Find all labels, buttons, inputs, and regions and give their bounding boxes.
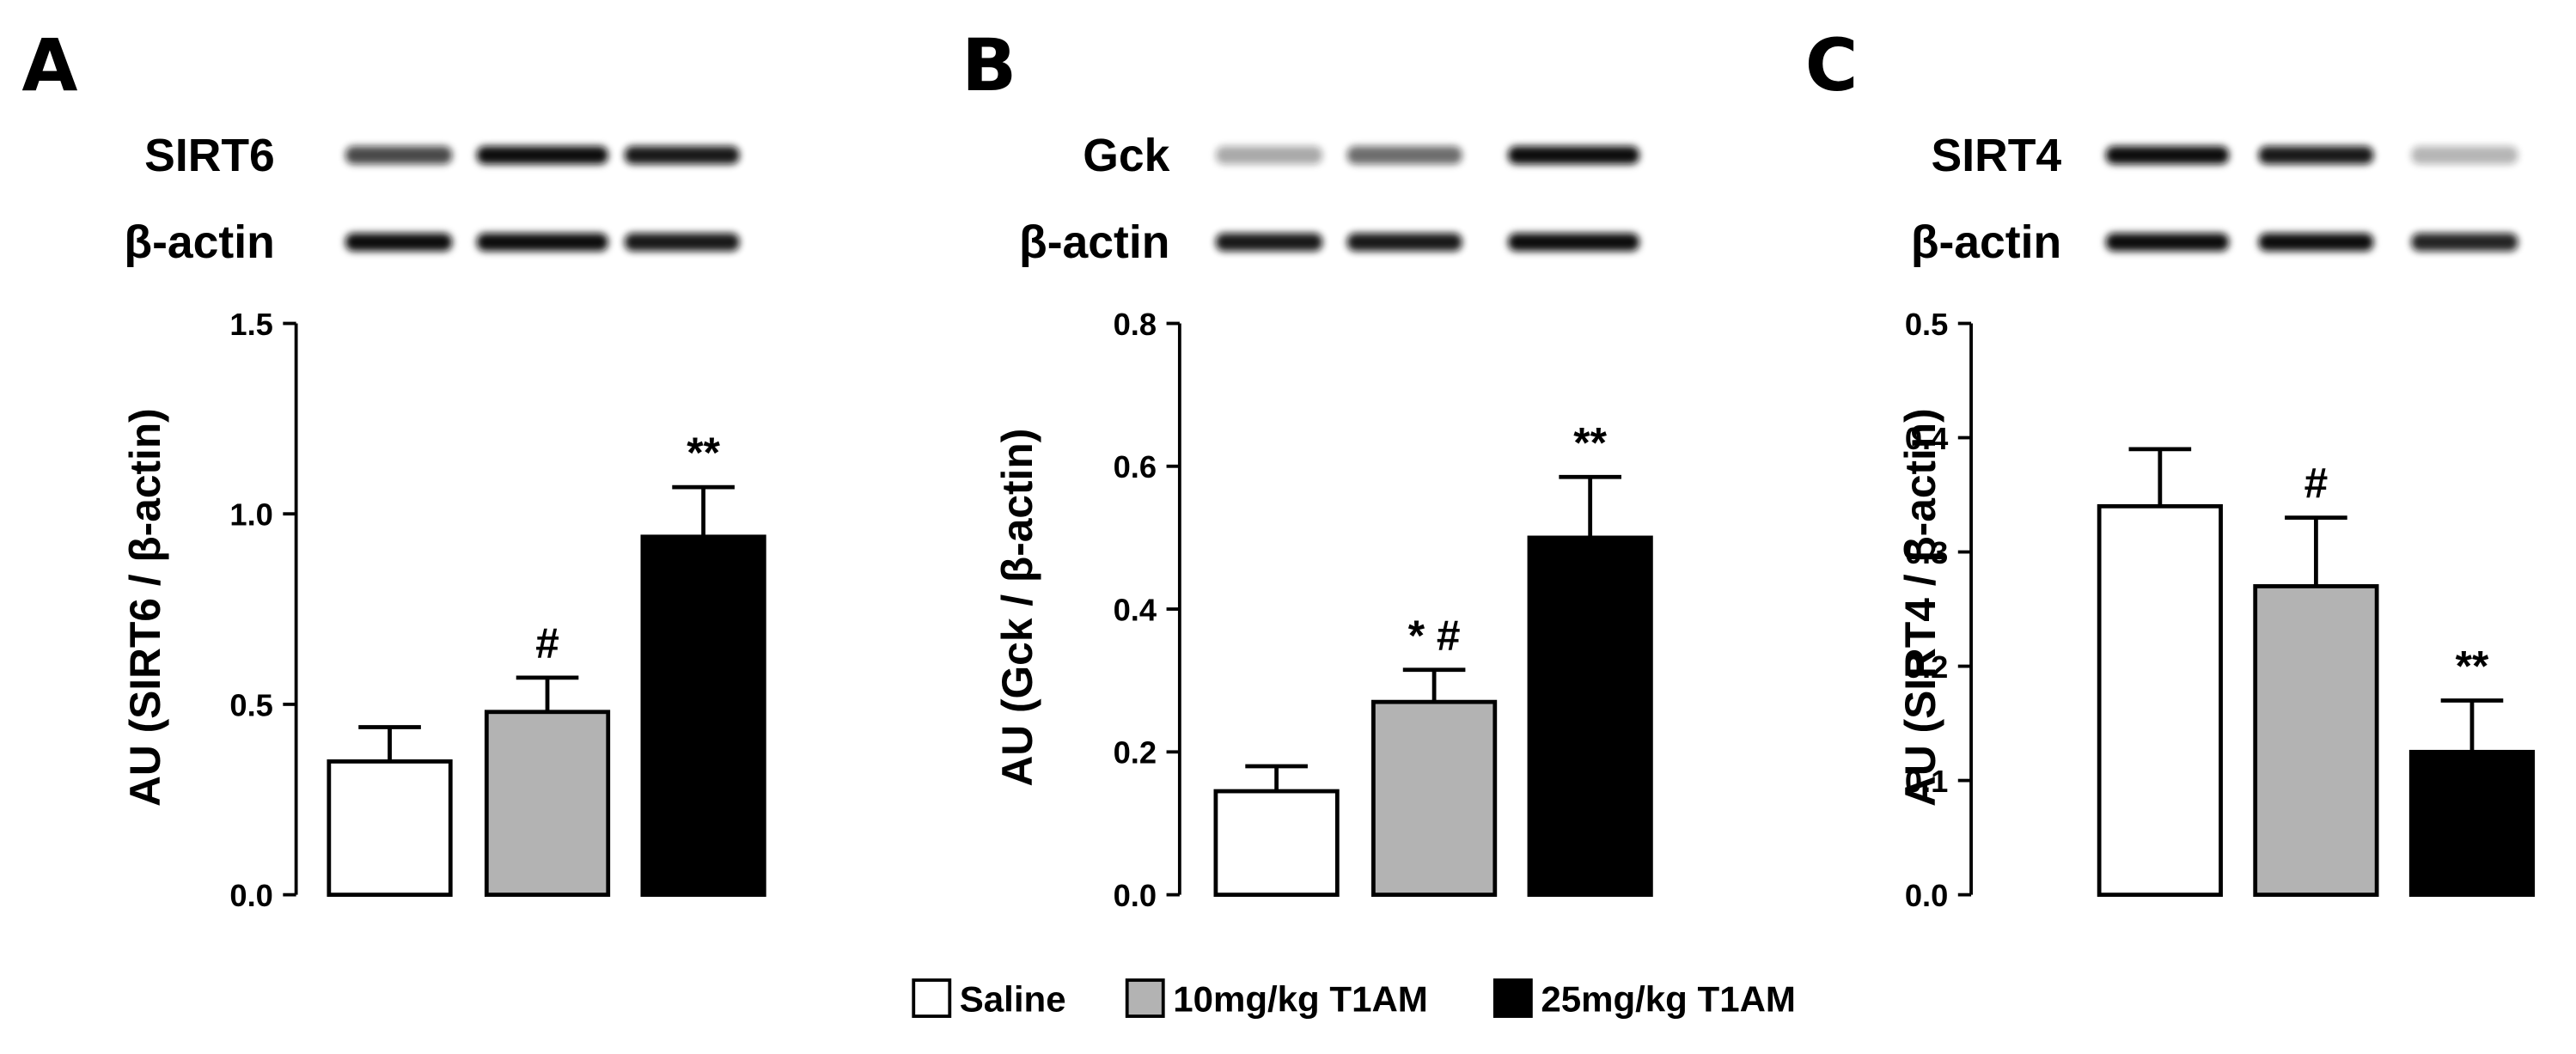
y-tick-label: 1.0 bbox=[229, 497, 272, 533]
blot-band bbox=[2105, 146, 2230, 165]
significance: # bbox=[2304, 460, 2329, 508]
bar bbox=[2097, 503, 2223, 898]
blot-label: Gck bbox=[1083, 131, 1169, 181]
y-tick-label: 0.1 bbox=[1905, 764, 1948, 799]
significance: ** bbox=[1573, 418, 1607, 466]
blot-band bbox=[624, 233, 740, 252]
blot-band bbox=[2258, 233, 2374, 252]
legend-label: 10mg/kg T1AM bbox=[1173, 978, 1428, 1019]
blot-band bbox=[1215, 146, 1323, 165]
y-tick-label: 1.5 bbox=[229, 307, 272, 342]
blot-band bbox=[624, 146, 740, 165]
blot-label: β-actin bbox=[1911, 217, 2061, 268]
blot-band bbox=[1346, 146, 1462, 165]
bar bbox=[1213, 789, 1340, 898]
bar bbox=[327, 759, 453, 898]
y-axis-label: AU (Gck / β-actin) bbox=[993, 429, 1041, 787]
legend-swatch bbox=[912, 978, 952, 1018]
legend-swatch bbox=[1492, 978, 1533, 1018]
blot-band bbox=[1508, 233, 1639, 252]
blot-band bbox=[476, 233, 608, 252]
blot-band bbox=[476, 146, 608, 165]
blot-label: SIRT4 bbox=[1932, 131, 2062, 181]
y-tick-label: 0.5 bbox=[1905, 307, 1948, 342]
significance: * # bbox=[1408, 612, 1461, 660]
significance: ** bbox=[687, 429, 720, 477]
blot-label: β-actin bbox=[1019, 217, 1169, 268]
y-tick-label: 0.5 bbox=[229, 687, 272, 722]
y-axis-label: AU (SIRT6 / β-actin) bbox=[121, 408, 169, 807]
blot-band bbox=[345, 146, 453, 165]
y-tick-label: 0.4 bbox=[1114, 592, 1157, 627]
y-tick-label: 0.0 bbox=[229, 878, 272, 913]
blot-label: SIRT6 bbox=[144, 131, 275, 181]
blot-band bbox=[2411, 233, 2518, 252]
legend-swatch bbox=[1125, 978, 1165, 1018]
bar bbox=[640, 534, 766, 898]
y-tick-label: 0.2 bbox=[1114, 735, 1157, 771]
y-tick-label: 0.2 bbox=[1905, 649, 1948, 685]
blot-label: β-actin bbox=[124, 217, 274, 268]
bar bbox=[2408, 749, 2536, 898]
panel-letter: B bbox=[961, 23, 1016, 107]
blot-band bbox=[1508, 146, 1639, 165]
y-tick-label: 0.0 bbox=[1905, 878, 1948, 913]
significance: ** bbox=[2456, 643, 2489, 691]
y-axis-label: AU (SIRT4 / β-actin) bbox=[1896, 408, 1944, 807]
y-tick-label: 0.4 bbox=[1905, 421, 1948, 456]
significance: # bbox=[535, 619, 559, 667]
blot-band bbox=[345, 233, 453, 252]
blot-band bbox=[2411, 146, 2518, 165]
blot-band bbox=[2105, 233, 2230, 252]
panel-letter: C bbox=[1805, 23, 1859, 107]
legend-label: 25mg/kg T1AM bbox=[1541, 978, 1796, 1019]
blot-band bbox=[1346, 233, 1462, 252]
y-tick-label: 0.8 bbox=[1114, 307, 1157, 342]
blot-band bbox=[1215, 233, 1323, 252]
bar bbox=[484, 710, 611, 898]
blot-band bbox=[2258, 146, 2374, 165]
legend-label: Saline bbox=[960, 978, 1066, 1019]
y-tick-label: 0.3 bbox=[1905, 535, 1948, 570]
y-tick-label: 0.6 bbox=[1114, 449, 1157, 484]
bar bbox=[1370, 699, 1498, 898]
bar bbox=[2253, 584, 2379, 898]
bar bbox=[1527, 535, 1653, 898]
panel-letter: A bbox=[21, 23, 77, 107]
y-tick-label: 0.0 bbox=[1114, 878, 1157, 913]
